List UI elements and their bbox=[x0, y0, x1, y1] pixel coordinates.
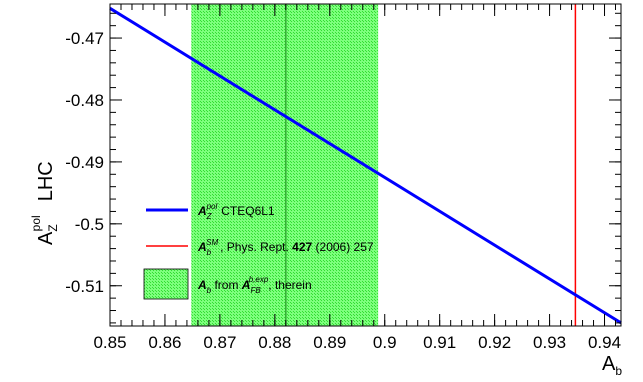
x-tick-label: 0.9 bbox=[373, 333, 397, 352]
legend-entry-cteq6l1: AZpol CTEQ6L1 bbox=[146, 202, 275, 221]
legend-band-mid: from bbox=[211, 278, 242, 292]
x-tick-label: 0.86 bbox=[148, 333, 181, 352]
y-axis-title-suffix: LHC bbox=[35, 161, 57, 201]
series-line-cteq6l1 bbox=[109, 7, 622, 325]
y-axis-title-main: A bbox=[35, 231, 57, 245]
y-tick-label: -0.49 bbox=[65, 153, 104, 172]
svg-text:Ab from AFBb,exp, therein: Ab from AFBb,exp, therein bbox=[197, 275, 312, 295]
legend-band-sub: b bbox=[207, 286, 212, 295]
legend-sm-bold: 427 bbox=[292, 240, 312, 254]
x-tick-label: 0.94 bbox=[588, 333, 621, 352]
legend-sm-sup: SM bbox=[206, 238, 218, 247]
legend-band-main: A bbox=[197, 278, 207, 292]
x-tick-label: 0.93 bbox=[533, 333, 566, 352]
legend-sm-main: A bbox=[197, 240, 207, 254]
plot-frame bbox=[109, 3, 622, 327]
x-tick-label: 0.89 bbox=[313, 333, 346, 352]
plot-area bbox=[109, 3, 622, 327]
y-tick-label: -0.5 bbox=[75, 215, 104, 234]
y-axis-title-sup: pol bbox=[29, 215, 43, 231]
svg-text:AZpolLHC: AZpol LHC bbox=[29, 161, 60, 245]
y-tick-label: -0.48 bbox=[65, 91, 104, 110]
legend-band-end: , therein bbox=[268, 278, 311, 292]
x-tick-label: 0.85 bbox=[93, 333, 126, 352]
y-axis-title: AZpol LHC bbox=[29, 161, 60, 245]
y-axis-title-sub: Z bbox=[46, 224, 60, 231]
x-tick-label: 0.88 bbox=[258, 333, 291, 352]
legend-sm-text2: (2006) 257 bbox=[312, 240, 374, 254]
legend-band-sup2: b,exp bbox=[249, 275, 269, 284]
legend-entry-sm: AbSM, Phys. Rept. 427 (2006) 257 bbox=[146, 238, 374, 257]
x-axis: 0.85 0.86 0.87 0.88 0.89 0.9 0.91 0.92 0.93 0.94 bbox=[93, 4, 621, 352]
error-band bbox=[191, 4, 379, 326]
legend-cteq-text: CTEQ6L1 bbox=[221, 204, 275, 218]
legend-sm-text1: , Phys. Rept. bbox=[220, 240, 292, 254]
x-tick-label: 0.87 bbox=[203, 333, 236, 352]
legend-band-sub2: FB bbox=[250, 286, 261, 295]
legend-band-main2: A bbox=[241, 278, 251, 292]
legend-cteq-sub: Z bbox=[206, 212, 213, 221]
svg-text:AbSM, Phys. Rept. 427 (2006) 2: AbSM, Phys. Rept. 427 (2006) 257 bbox=[197, 238, 374, 257]
legend-entry-band: Ab from AFBb,exp, therein bbox=[143, 268, 312, 300]
x-tick-label: 0.92 bbox=[478, 333, 511, 352]
x-axis-title: Ab bbox=[602, 353, 622, 378]
legend-cteq-sup: pol bbox=[206, 202, 218, 211]
y-tick-label: -0.51 bbox=[65, 277, 104, 296]
legend-sm-sub: b bbox=[207, 248, 212, 257]
x-tick-label: 0.91 bbox=[423, 333, 456, 352]
legend-swatch-band bbox=[143, 268, 189, 300]
legend: AZpol CTEQ6L1 AbSM, Phys. Rept. 427 (2006… bbox=[143, 202, 374, 300]
y-tick-label: -0.47 bbox=[65, 29, 104, 48]
y-axis: -0.47 -0.48 -0.49 -0.5 -0.51 bbox=[65, 12, 621, 324]
legend-cteq-main: A bbox=[197, 204, 207, 218]
